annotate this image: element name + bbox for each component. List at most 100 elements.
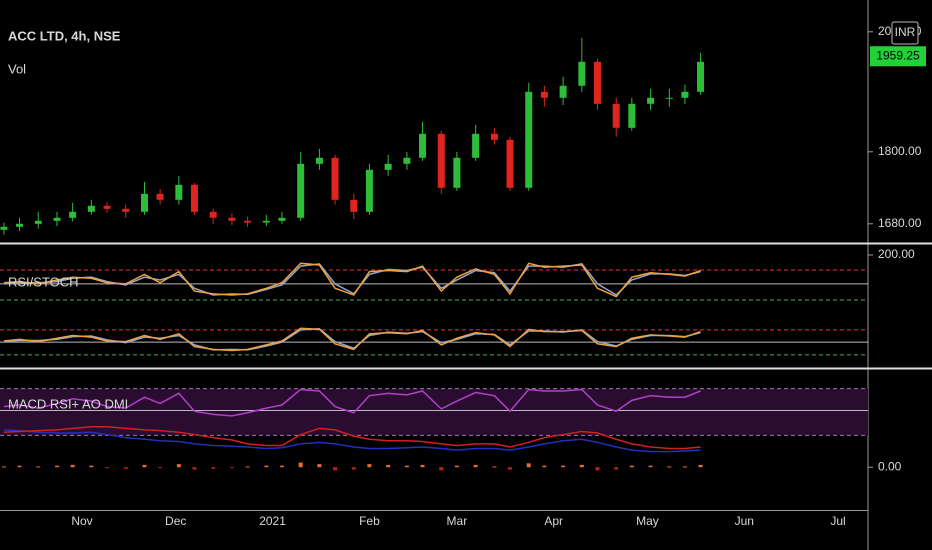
chart-title: ACC LTD, 4h, NSE	[8, 28, 121, 43]
histogram-bar	[648, 465, 653, 468]
histogram-bar	[36, 466, 41, 468]
last-price-box	[870, 46, 926, 67]
histogram-bar	[123, 467, 128, 469]
candle-body	[525, 91, 533, 188]
x-tick-label: Feb	[359, 514, 380, 528]
x-tick-label: Mar	[447, 514, 468, 528]
candle-body	[53, 217, 61, 221]
histogram-bar	[70, 464, 75, 468]
candle-body	[156, 193, 164, 200]
candle-body	[190, 184, 198, 212]
plot-layer: 1680.001800.002000.00NovDec2021FebMarApr…	[0, 24, 922, 528]
candle-body	[140, 193, 148, 212]
candle-body	[437, 133, 445, 188]
candle-body	[628, 103, 636, 128]
histogram-bar	[386, 464, 391, 468]
histogram-bar	[264, 465, 269, 468]
histogram-bar	[561, 465, 566, 468]
candle-body	[697, 61, 705, 92]
candle-body	[472, 133, 480, 158]
indicator-line	[3, 327, 701, 352]
candle-body	[297, 163, 305, 218]
candle-body	[540, 91, 548, 98]
x-tick-label: Apr	[544, 514, 563, 528]
candle-body	[593, 61, 601, 104]
histogram-bar	[192, 467, 197, 470]
histogram-bar	[1, 466, 6, 468]
currency-label: INR	[895, 25, 916, 39]
candle-body	[262, 220, 270, 223]
candle-body	[647, 97, 655, 104]
candle-body	[681, 91, 689, 98]
histogram-bar	[142, 464, 147, 468]
indicator-title: MACD RSI+ AO DMI	[8, 396, 128, 411]
candle-body	[315, 157, 323, 164]
histogram-bar	[542, 465, 547, 468]
candle-body	[87, 205, 95, 212]
histogram-bar	[158, 467, 163, 469]
histogram-bar	[492, 466, 497, 468]
candle-body	[16, 223, 24, 227]
volume-label: Vol	[8, 61, 26, 76]
candle-body	[34, 220, 42, 224]
histogram-bar	[667, 466, 672, 468]
histogram-bar	[507, 467, 512, 470]
indicator-line	[3, 426, 701, 450]
y-tick-label: 1680.00	[878, 216, 922, 230]
histogram-bar	[420, 464, 425, 468]
histogram-bar	[526, 463, 531, 468]
candle-body	[244, 220, 252, 223]
histogram-bar	[333, 467, 338, 471]
indicator-line	[3, 262, 701, 298]
indicator-line	[3, 388, 701, 417]
candle-body	[103, 205, 111, 209]
histogram-bar	[629, 465, 634, 468]
candle-body	[209, 211, 217, 218]
histogram-bar	[579, 464, 584, 468]
histogram-bar	[245, 466, 250, 468]
candle-body	[559, 85, 567, 98]
histogram-bar	[404, 465, 409, 468]
candle-body	[331, 157, 339, 200]
candle-body	[0, 226, 8, 230]
histogram-bar	[614, 467, 619, 470]
candle-body	[506, 139, 514, 188]
histogram-bar	[317, 464, 322, 468]
y-tick-label: 1800.00	[878, 144, 922, 158]
candle-body	[490, 133, 498, 140]
candle-body	[403, 157, 411, 164]
candle-body	[665, 97, 673, 99]
histogram-bar	[55, 465, 60, 468]
x-tick-label: May	[636, 514, 659, 528]
x-tick-label: 2021	[259, 514, 286, 528]
candle-body	[419, 133, 427, 158]
histogram-bar	[176, 464, 181, 468]
candle-body	[365, 169, 373, 212]
band	[0, 388, 868, 436]
histogram-bar	[211, 467, 216, 469]
histogram-bar	[229, 467, 234, 469]
histogram-bar	[298, 462, 303, 468]
x-tick-label: Nov	[71, 514, 92, 528]
candle-body	[453, 157, 461, 188]
candle-body	[122, 208, 130, 212]
histogram-bar	[595, 467, 600, 471]
candle-body	[384, 163, 392, 170]
histogram-bar	[367, 464, 372, 468]
histogram-bar	[279, 465, 284, 468]
candle-body	[228, 217, 236, 221]
histogram-bar	[698, 464, 703, 468]
histogram-bar	[439, 467, 444, 471]
histogram-bar	[104, 467, 109, 469]
indicator-line	[3, 429, 701, 453]
histogram-bar	[89, 465, 94, 468]
currency-box	[891, 21, 919, 45]
last-price-label: 1959.25	[876, 48, 920, 62]
y-tick-label: 0.00	[878, 459, 902, 473]
histogram-bar	[473, 464, 478, 468]
y-tick-label: 200.00	[878, 247, 915, 261]
x-tick-label: Jul	[830, 514, 845, 528]
histogram-bar	[454, 465, 459, 468]
indicator-title: RSI/STOCH	[8, 274, 79, 289]
